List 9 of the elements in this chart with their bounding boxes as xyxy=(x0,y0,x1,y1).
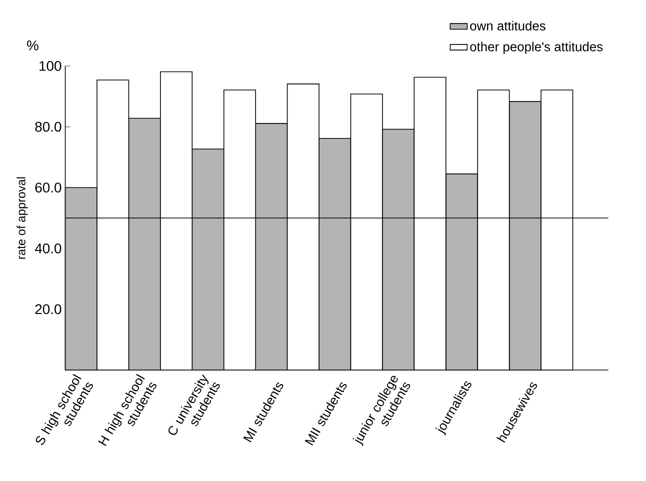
y-axis-title: rate of approval xyxy=(16,177,28,259)
legend-label: own attitudes xyxy=(470,20,546,30)
text: % xyxy=(27,40,38,50)
y-tick-label: 20.0 xyxy=(35,304,62,314)
y-tick-label: 100 xyxy=(40,61,62,71)
y-tick-label: 60.0 xyxy=(35,182,62,193)
y-tick-label: 80.0 xyxy=(35,122,62,132)
y-tick-label: 40.0 xyxy=(34,243,62,254)
legend-label: other people's attitudes xyxy=(470,42,603,54)
